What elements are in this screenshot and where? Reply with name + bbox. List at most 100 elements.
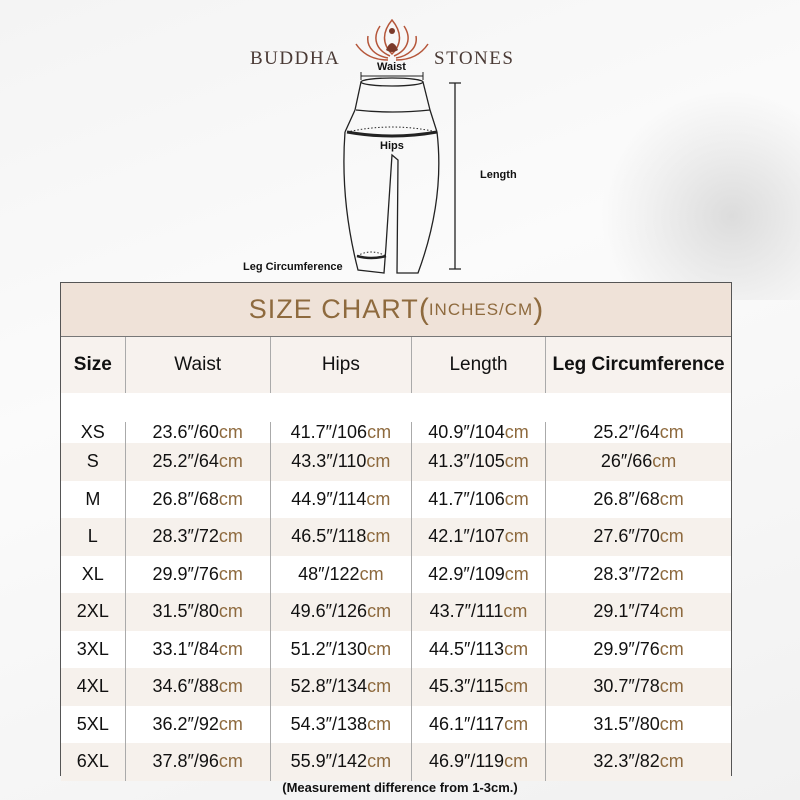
measurement-value: 49.6″/126 [290,601,368,622]
measurement-value: 43.7″/111 [429,601,504,622]
unit-label: cm [504,713,529,734]
measurement-cell: 54.3″/138 cm [269,705,411,743]
pants-measurement-diagram [343,72,461,274]
leg-circumference-label: Leg Circumference [243,261,343,273]
unit-label: cm [659,676,684,697]
size-cell: M [85,488,101,509]
measurement-value: 41.3″/105 [428,451,505,472]
unit-label: cm [366,451,391,472]
measurement-cell: 51.2″/130 cm [269,630,411,668]
header-size: Size [73,354,112,375]
table-row: S 25.2″/64 cm 43.3″/110 cm 41.3″/105 cm 26″/66 c… [61,443,731,481]
unit-label: cm [504,422,529,442]
mountain-mist-decoration [600,90,800,300]
measurement-value: 51.2″/130 [290,638,368,659]
measurement-cell: 48″/122 cm [269,555,411,593]
size-cell: L [87,526,98,547]
measurement-cell: 46.5″/118 cm [269,518,411,556]
size-cell: XS [80,422,105,442]
measurement-cell: 28.3″/72 cm [124,518,270,556]
measurement-cell: 26.8″/68 cm [545,480,731,518]
measurement-value: 33.1″/84 [152,638,219,659]
measurement-value: 43.3″/110 [291,451,367,472]
title-units: INCHES/CM [428,299,534,319]
measurement-cell: 52.8″/134 cm [269,668,411,706]
measurement-value: 28.3″/72 [152,526,219,547]
measurement-value: 44.5″/113 [428,638,505,659]
measurement-value: 41.7″/106 [290,422,368,442]
header-hips: Hips [269,337,411,393]
table-row: 3XL 33.1″/84 cm 51.2″/130 cm 44.5″/113 cm 29.9″… [61,630,731,668]
measurement-value: 25.2″/64 [152,451,219,472]
unit-label: cm [504,638,529,659]
title-paren-open: ( [418,292,429,326]
measurement-cell: 28.3″/72 cm [545,555,731,593]
measurement-cell: 25.2″/64 cm [124,443,270,481]
unit-label: cm [504,563,529,584]
brand-left: BUDDHA [250,48,341,69]
unit-label: cm [659,563,684,584]
unit-label: cm [218,422,243,442]
measurement-value: 36.2″/92 [152,713,219,734]
measurement-value: 48″/122 [298,563,360,584]
unit-label: cm [652,451,677,472]
measurement-cell: 31.5″/80 cm [545,705,731,743]
table-row: XL 29.9″/76 cm 48″/122 cm 42.9″/109 cm 28.3″/72… [61,555,731,593]
measurement-cell: 25.2″/64 cm [545,422,731,443]
measurement-value: 46.5″/118 [291,526,367,547]
measurement-cell: 43.3″/110 cm [269,443,411,481]
unit-label: cm [218,751,243,772]
measurement-cell: 29.9″/76 cm [124,555,270,593]
table-row: L 28.3″/72 cm 46.5″/118 cm 42.1″/107 cm 27.6″/7… [61,518,731,556]
measurement-value: 26.8″/68 [152,488,219,509]
unit-label: cm [366,526,391,547]
unit-label: cm [503,601,528,622]
measurement-cell: 44.9″/114 cm [269,480,411,518]
unit-label: cm [367,638,392,659]
size-chart-table: SIZE CHART ( INCHES/CM ) Size Waist Hips… [60,282,732,781]
unit-label: cm [218,713,243,734]
measurement-cell: 27.6″/70 cm [545,518,731,556]
unit-label: cm [504,676,529,697]
measurement-cell: 32.3″/82 cm [545,743,731,781]
measurement-value: 46.1″/117 [428,713,505,734]
title-text: SIZE CHART [248,294,419,324]
measurement-cell: 40.9″/104 cm [410,422,545,443]
measurement-cell: 42.9″/109 cm [410,555,545,593]
measurement-cell: 29.1″/74 cm [545,593,731,631]
measurement-value: 45.3″/115 [428,676,505,697]
brand-right: STONES [434,48,515,69]
measurement-cell: 31.5″/80 cm [124,593,270,631]
measurement-value: 40.9″/104 [428,422,505,442]
brand-logo: BUDDHA STONES [0,14,800,69]
measurement-note: (Measurement difference from 1-3cm.) [282,780,518,795]
unit-label: cm [504,451,529,472]
unit-label: cm [659,422,684,442]
unit-label: cm [367,713,392,734]
measurement-value: 29.9″/76 [152,563,219,584]
lotus-meditation-icon [355,18,429,61]
measurement-value: 34.6″/88 [152,676,219,697]
unit-label: cm [367,422,392,442]
size-cell: 3XL [76,638,109,659]
size-cell: 4XL [76,676,109,697]
measurement-cell: 34.6″/88 cm [124,668,270,706]
measurement-value: 29.1″/74 [593,601,660,622]
measurement-value: 31.5″/80 [152,601,219,622]
measurement-value: 54.3″/138 [290,713,368,734]
measurement-cell: 36.2″/92 cm [124,705,270,743]
unit-label: cm [367,601,392,622]
waist-label: Waist [377,61,406,73]
unit-label: cm [659,751,684,772]
unit-label: cm [218,488,243,509]
header-row: Size Waist Hips Length Leg Circumference [61,337,731,393]
size-cell: S [86,451,99,472]
measurement-cell: 26.8″/68 cm [124,480,270,518]
size-cell: XL [81,563,104,584]
unit-label: cm [218,563,243,584]
unit-label: cm [218,451,243,472]
measurement-value: 27.6″/70 [593,526,660,547]
title-paren-close: ) [533,292,544,326]
size-chart-title: SIZE CHART ( INCHES/CM ) [61,283,731,337]
measurement-cell: 33.1″/84 cm [124,630,270,668]
